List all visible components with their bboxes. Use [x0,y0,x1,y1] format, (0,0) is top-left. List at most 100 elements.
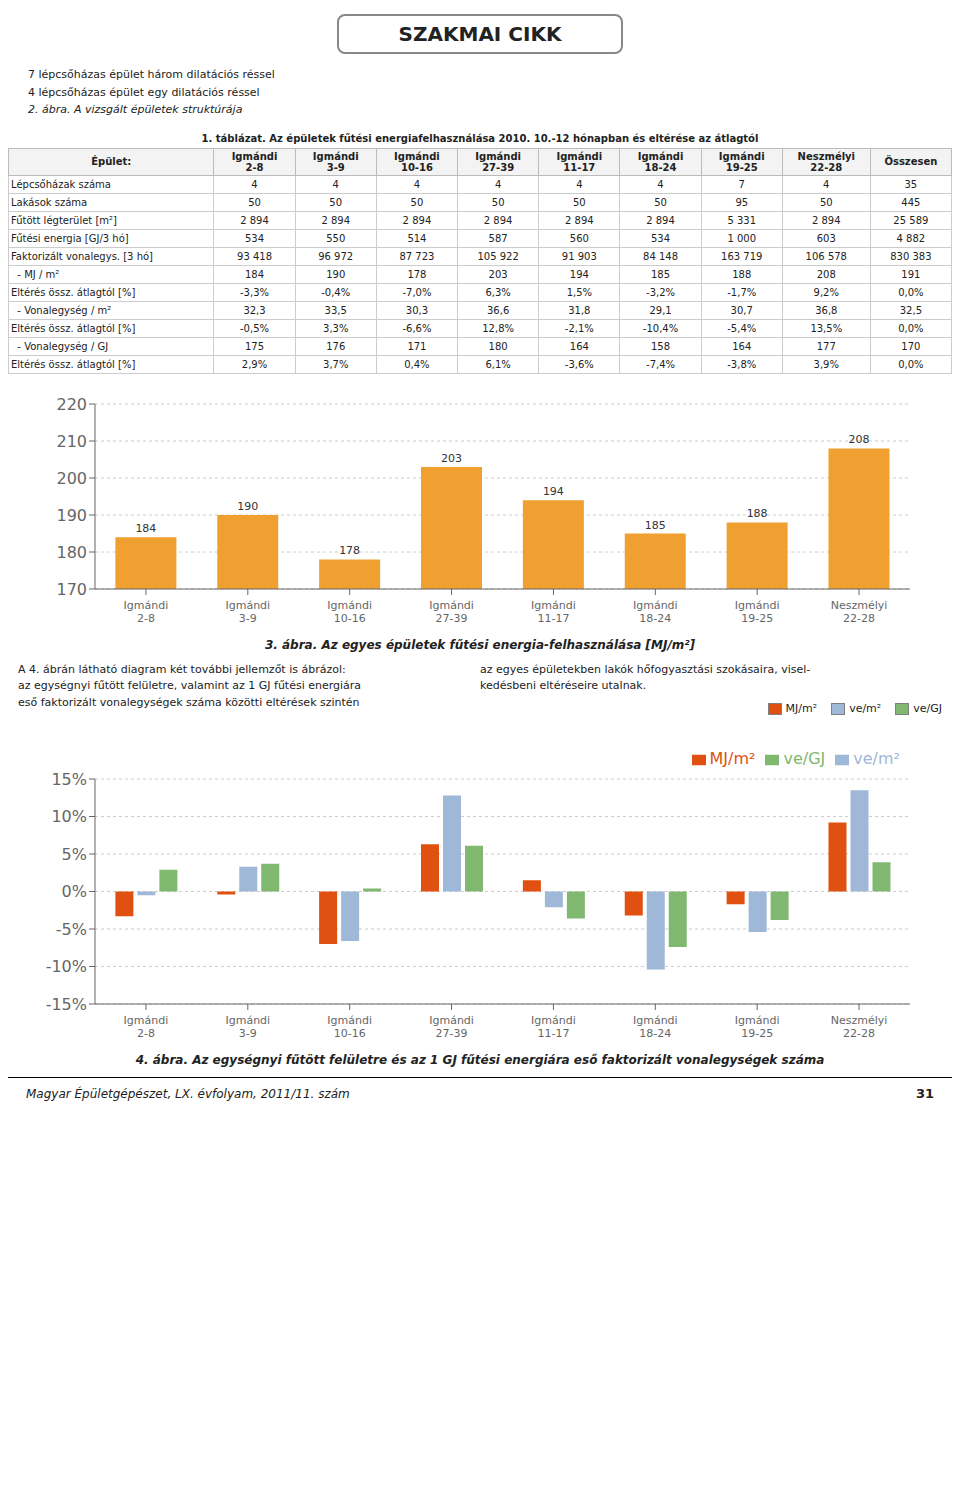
html-text:4. ábra. Az egységnyi fűtött f: 4. ábra. Az egységnyi fűtött felületre é… [135,1053,825,1068]
svg-text:194: 194 [543,485,564,498]
html-text:96 972: 96 972 [318,250,354,262]
svg-text:185: 185 [645,518,666,531]
html-text:50: 50 [654,196,667,208]
html-text:3. ábra. Az egyes épületek fűt: 3. ábra. Az egyes épületek fűtési energi… [264,637,696,652]
svg-text:Igmándi2-8: Igmándi2-8 [124,599,169,625]
html-text:7 lépcsőházas épület három dil: 7 lépcsőházas épület három dilatációs ré… [28,68,275,81]
html-text:Fűtött légterület [m²]: Fűtött légterület [m²] [11,214,117,226]
html-text:Igmándi 10-16: Igmándi 10-16 [394,150,440,173]
html-text:50: 50 [410,196,424,208]
svg-text:220: 220 [56,394,87,413]
svg-text:203: 203 [441,452,462,465]
html-text:MJ/m²: MJ/m² [709,749,756,769]
html-text:Igmándi 27-39: Igmándi 27-39 [475,150,521,173]
svg-text:170: 170 [56,579,87,598]
svg-text:200: 200 [56,468,87,487]
svg-text:Igmándi10-16: Igmándi10-16 [327,1014,372,1040]
html-text:514: 514 [407,232,427,244]
html-text:Neszmélyi 22-28: Neszmélyi 22-28 [797,150,855,173]
svg-text:Igmándi3-9: Igmándi3-9 [225,1014,270,1040]
html-text:A 4. ábrán látható diagram két: A 4. ábrán látható diagram két további j… [18,662,362,709]
html-text:25 589: 25 589 [893,214,929,226]
svg-text:Igmándi19-25: Igmándi19-25 [735,599,780,625]
html-text:Igmándi 18-24: Igmándi 18-24 [637,150,684,173]
svg-text:15%: 15% [51,770,87,789]
html-text:Fűtési energia [GJ/3 hó]: Fűtési energia [GJ/3 hó] [11,232,129,244]
svg-text:Igmándi2-8: Igmándi2-8 [124,1014,169,1040]
html-text:Összesen: Összesen [884,156,938,168]
html-text:Faktorizált vonalegys. [3 hó]: Faktorizált vonalegys. [3 hó] [11,250,153,262]
html-text:ve/GJ: ve/GJ [783,749,826,769]
svg-text:-5%: -5% [56,920,87,939]
html-text:534: 534 [245,232,265,244]
html-text:93 418: 93 418 [237,250,272,262]
html-text:534: 534 [651,232,671,244]
svg-text:Igmándi3-9: Igmándi3-9 [225,599,270,625]
html-text:50: 50 [248,196,261,208]
html-text:SZAKMAI CIKK: SZAKMAI CIKK [398,22,562,46]
svg-text:-10%: -10% [46,957,87,976]
svg-text:5%: 5% [62,845,87,864]
html-text:Lépcsőházak száma: Lépcsőházak száma [11,178,111,190]
html-text:2 894: 2 894 [321,214,350,226]
svg-text:Igmándi10-16: Igmándi10-16 [327,599,372,625]
svg-text:184: 184 [135,522,156,535]
html-text:4 lépcsőházas épület egy dilat: 4 lépcsőházas épület egy dilatációs réss… [28,85,260,99]
html-text:1. táblázat. Az épületek fűtés: 1. táblázat. Az épületek fűtési energiaf… [201,132,759,144]
html-text:50: 50 [819,196,833,208]
html-text:445: 445 [901,196,921,208]
html-text:560: 560 [569,232,589,244]
html-text:Igmándi 11-17: Igmándi 11-17 [556,150,603,173]
svg-text:Igmándi27-39: Igmándi27-39 [429,599,474,625]
html-text:2 894: 2 894 [240,214,269,226]
html-text:Épület:: Épület: [91,156,132,168]
svg-text:190: 190 [56,505,87,524]
html-text:50: 50 [573,196,586,208]
svg-text:Igmándi27-39: Igmándi27-39 [429,1014,474,1040]
svg-text:Igmándi18-24: Igmándi18-24 [633,599,678,625]
html-text:95: 95 [735,196,749,208]
html-text:Magyar Épületgépészet, LX. évf: Magyar Épületgépészet, LX. évfolyam, 201… [26,1086,350,1101]
svg-text:Igmándi18-24: Igmándi18-24 [633,1014,678,1040]
html-text:ve/m²: ve/m² [849,701,882,715]
html-text:603: 603 [816,232,836,244]
svg-text:Igmándi19-25: Igmándi19-25 [735,1014,780,1040]
html-text:5 331: 5 331 [727,214,757,226]
html-text:2 894: 2 894 [646,214,675,226]
html-text:4 882: 4 882 [896,232,926,244]
svg-text:Igmándi11-17: Igmándi11-17 [531,599,576,625]
html-text:587: 587 [488,232,508,244]
svg-text:208: 208 [849,433,870,446]
svg-text:Igmándi11-17: Igmándi11-17 [531,1014,576,1040]
svg-text:190: 190 [237,500,258,513]
svg-text:0%: 0% [62,882,87,901]
html-text:Igmándi 2-8: Igmándi 2-8 [231,150,278,173]
svg-text:10%: 10% [51,807,87,826]
html-text:ve/GJ: ve/GJ [913,701,942,715]
html-text:2 894: 2 894 [565,214,594,226]
html-text:Igmándi 3-9: Igmándi 3-9 [312,150,359,173]
html-text:Lakások száma: Lakások száma [11,196,88,208]
html-text:az egyes épületekben lakók hőf: az egyes épületekben lakók hőfogyasztási… [480,662,811,693]
html-text:1 000: 1 000 [727,232,757,244]
svg-text:Neszmélyi22-28: Neszmélyi22-28 [831,1014,888,1040]
html-text:Igmándi 19-25: Igmándi 19-25 [718,150,765,173]
html-text:50: 50 [329,196,343,208]
svg-text:210: 210 [56,431,87,450]
svg-text:188: 188 [747,507,768,520]
html-text:2 894: 2 894 [812,214,841,226]
html-text:2 894: 2 894 [402,214,432,226]
svg-text:180: 180 [56,542,87,561]
html-text:ve/m²: ve/m² [853,749,900,769]
html-text:MJ/m²: MJ/m² [785,701,818,715]
html-text:31: 31 [915,1086,934,1102]
html-text:87 723: 87 723 [399,250,435,262]
html-text:2 894: 2 894 [483,214,513,226]
html-text:50: 50 [491,196,505,208]
html-text:35: 35 [904,178,918,190]
html-text:550: 550 [326,232,346,244]
svg-text:Neszmélyi22-28: Neszmélyi22-28 [831,599,888,625]
html-text:2. ábra. A vizsgált épületek s: 2. ábra. A vizsgált épületek struktúrája [28,103,243,117]
svg-text:178: 178 [339,544,360,557]
svg-text:-15%: -15% [46,995,87,1014]
